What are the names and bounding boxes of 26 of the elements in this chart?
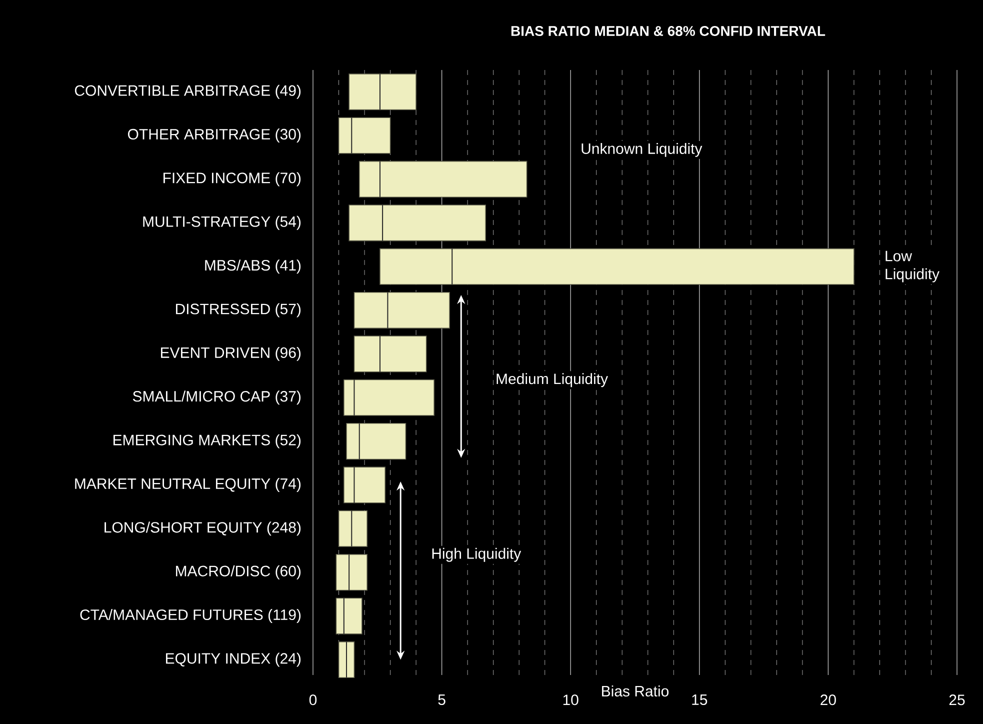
- x-tick-label: 20: [820, 694, 836, 706]
- x-tick-label: 10: [563, 694, 578, 706]
- y-tick-label: LONG/SHORT EQUITY (248): [104, 522, 301, 536]
- y-tick-label: EMERGING MARKETS (52): [114, 434, 301, 448]
- y-tick-label: FIXED INCOME (70): [164, 172, 301, 186]
- y-tick-label: MACRO/DISC (60): [176, 565, 301, 580]
- y-tick-label: OTHER ARBITRAGE (30): [128, 128, 301, 143]
- x-axis-title: Bias Ratio: [602, 686, 669, 697]
- y-tick-label: MBS/ABS (41): [205, 260, 301, 274]
- x-tick-label: 25: [949, 694, 965, 706]
- annotation: Unknown Liquidity: [582, 142, 702, 157]
- y-tick-label: MULTI-STRATEGY (54): [143, 216, 301, 230]
- y-tick-label: SMALL/MICRO CAP (37): [132, 390, 301, 405]
- annotation: Medium Liquidity: [496, 373, 608, 388]
- x-tick-label: 0: [309, 694, 317, 706]
- chart-title: BIAS RATIO MEDIAN & 68% CONFID INTERVAL: [511, 26, 826, 36]
- x-tick-label: 5: [438, 694, 446, 705]
- y-tick-label: EVENT DRIVEN (96): [160, 346, 301, 361]
- x-tick-label: 15: [692, 694, 708, 705]
- y-tick-label: DISTRESSED (57): [176, 303, 301, 318]
- y-tick-label: MARKET NEUTRAL EQUITY (74): [75, 478, 301, 492]
- y-tick-label: CONVERTIBLE ARBITRAGE (49): [74, 84, 301, 99]
- y-tick-label: EQUITY INDEX (24): [166, 652, 301, 667]
- annotation: Low Liquidity: [886, 250, 940, 282]
- annotation: High Liquidity: [432, 548, 522, 562]
- y-tick-label: CTA/MANAGED FUTURES (119): [80, 609, 301, 624]
